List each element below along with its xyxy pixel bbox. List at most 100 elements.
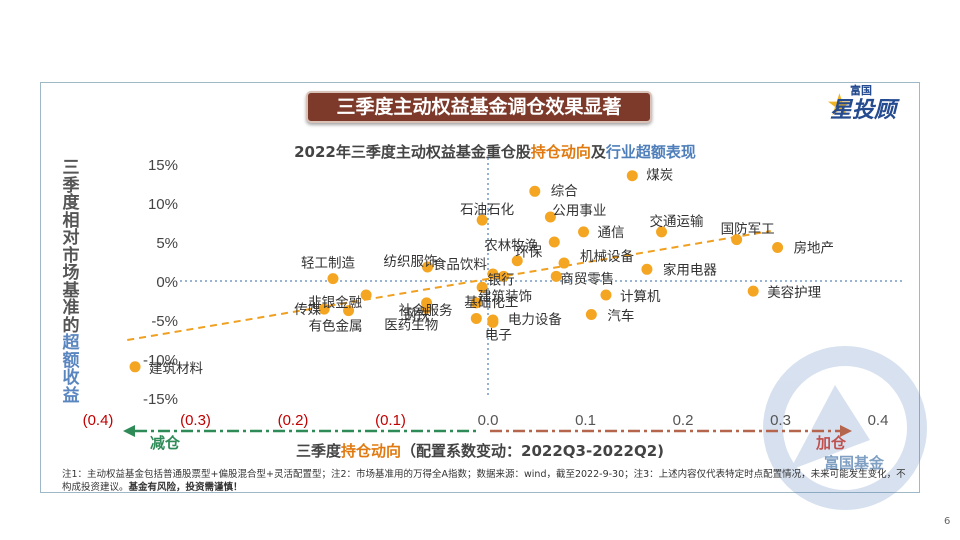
data-point-label: 钢铁 bbox=[403, 307, 430, 323]
data-point-label: 房地产 bbox=[794, 240, 835, 256]
x-tick-label: (0.2) bbox=[278, 412, 309, 429]
data-point-label: 通信 bbox=[598, 225, 625, 241]
data-point bbox=[498, 270, 510, 282]
data-point-label: 美容护理 bbox=[767, 284, 821, 301]
watermark-logo bbox=[763, 346, 927, 510]
chart-title-part1: 2022年三季度主动权益基金重仓股 bbox=[294, 143, 531, 161]
data-point-label: 有色金属 bbox=[309, 318, 363, 335]
add-arrow-head bbox=[840, 425, 852, 437]
chart-title-part3: 及 bbox=[590, 143, 606, 161]
data-point bbox=[360, 289, 372, 301]
reduce-arrow-head bbox=[123, 425, 135, 437]
y-tick-label: 0% bbox=[156, 274, 178, 291]
data-point bbox=[476, 281, 488, 293]
add-position-label: 加仓 bbox=[816, 434, 847, 452]
data-point-label: 国防军工 bbox=[721, 222, 775, 238]
data-point-label: 煤炭 bbox=[646, 168, 673, 184]
x-axis-label-part1: 三季度 bbox=[296, 442, 342, 460]
data-point bbox=[544, 211, 556, 223]
data-point bbox=[327, 273, 339, 285]
data-point bbox=[747, 285, 759, 297]
data-point-label: 农林牧渔 bbox=[484, 238, 538, 254]
data-point-label: 建筑装饰 bbox=[478, 289, 532, 305]
data-point bbox=[656, 226, 668, 238]
logo-main-text: 星投顾 bbox=[830, 98, 897, 123]
data-point-label: 基础化工 bbox=[464, 294, 518, 311]
data-point-label: 非银金融 bbox=[308, 295, 362, 311]
risk-warning: 基金有风险，投资需谨慎！ bbox=[128, 482, 243, 493]
data-point-label: 环保 bbox=[515, 245, 543, 261]
y-axis-label-part2: 超额收益 bbox=[62, 333, 80, 406]
y-tick-label: -5% bbox=[151, 313, 178, 330]
logo-small-text: 富国 bbox=[850, 84, 872, 97]
y-tick-label: 15% bbox=[148, 157, 178, 174]
data-point-label: 社会服务 bbox=[399, 303, 453, 319]
data-point bbox=[585, 309, 597, 321]
data-point-label: 食品饮料 bbox=[433, 256, 487, 273]
data-point bbox=[600, 289, 612, 301]
x-axis-label-part2: 持仓动向 bbox=[341, 442, 402, 460]
y-axis-label-part1: 三季度相对市场基准的 bbox=[62, 158, 80, 336]
x-tick-label: (0.4) bbox=[83, 412, 114, 429]
brand-logo: ★ 富国 星投顾 bbox=[826, 82, 912, 126]
data-point bbox=[550, 270, 562, 282]
data-point-label: 商贸零售 bbox=[560, 271, 614, 287]
data-point bbox=[421, 302, 433, 314]
data-point-label: 电子 bbox=[485, 327, 512, 343]
footnote-text: 注1：主动权益基金包括普通股票型+偏股混合型+灵活配置型；注2：市场基准用的万得… bbox=[62, 469, 906, 493]
data-point-label: 公用事业 bbox=[552, 203, 606, 219]
data-point-label: 交通运输 bbox=[650, 213, 704, 230]
x-tick-label: 0.4 bbox=[868, 412, 889, 429]
data-point bbox=[626, 170, 638, 182]
x-tick-label: 0.3 bbox=[770, 412, 791, 429]
chart-title: 2022年三季度主动权益基金重仓股持仓动向及行业超额表现 bbox=[195, 141, 795, 162]
data-point-label: 银行 bbox=[488, 272, 515, 288]
watermark-text: 富国基金 bbox=[824, 454, 885, 472]
data-point bbox=[487, 268, 499, 280]
y-axis-label: 三季度相对市场基准的超额收益 bbox=[59, 158, 83, 406]
data-point bbox=[578, 226, 590, 238]
slide-banner: 三季度主动权益基金调仓效果显著 bbox=[306, 91, 652, 123]
x-axis-label: 三季度持仓动向（配置系数变动：2022Q3-2022Q2) bbox=[200, 440, 760, 461]
chart-title-part4: 行业超额表现 bbox=[605, 143, 696, 161]
data-point bbox=[422, 261, 434, 273]
data-point bbox=[129, 361, 141, 373]
chart-title-part2: 持仓动向 bbox=[530, 143, 591, 161]
footnotes: 注1：主动权益基金包括普通股票型+偏股混合型+灵活配置型；注2：市场基准用的万得… bbox=[62, 468, 908, 494]
data-point bbox=[511, 255, 523, 267]
y-tick-label: -10% bbox=[143, 352, 178, 369]
page-number: 6 bbox=[944, 516, 951, 527]
y-tick-label: 5% bbox=[156, 235, 178, 252]
data-point bbox=[641, 263, 653, 275]
x-tick-label: 0.2 bbox=[673, 412, 694, 429]
data-point bbox=[487, 314, 499, 326]
data-point-label: 机械设备 bbox=[580, 248, 634, 265]
x-tick-label: (0.3) bbox=[180, 412, 211, 429]
x-tick-label: 0.1 bbox=[575, 412, 596, 429]
x-tick-label: 0.0 bbox=[478, 412, 499, 429]
y-tick-label: 10% bbox=[148, 196, 178, 213]
star-icon: ★ bbox=[826, 88, 853, 123]
data-point bbox=[548, 236, 560, 248]
data-point bbox=[558, 257, 570, 269]
data-point-label: 医药生物 bbox=[384, 317, 438, 333]
data-point bbox=[731, 234, 743, 246]
x-tick-label: (0.1) bbox=[375, 412, 406, 429]
reduce-position-label: 减仓 bbox=[150, 434, 181, 452]
data-point-label: 纺织服饰 bbox=[384, 254, 438, 270]
data-point-label: 计算机 bbox=[620, 289, 661, 305]
data-point-label: 轻工制造 bbox=[301, 256, 355, 272]
y-tick-label: -15% bbox=[143, 391, 178, 408]
data-point-label: 综合 bbox=[551, 183, 578, 199]
trend-line bbox=[127, 230, 771, 341]
data-point-label: 石油石化 bbox=[460, 202, 514, 218]
data-point bbox=[470, 297, 482, 309]
data-point bbox=[343, 305, 355, 317]
data-point-label: 建筑材料 bbox=[149, 361, 203, 377]
x-axis-label-part3: （配置系数变动：2022Q3-2022Q2) bbox=[401, 442, 664, 460]
data-point bbox=[470, 312, 482, 324]
data-point-label: 家用电器 bbox=[663, 261, 717, 278]
data-point-label: 传媒 bbox=[294, 302, 321, 318]
data-point bbox=[476, 214, 488, 226]
